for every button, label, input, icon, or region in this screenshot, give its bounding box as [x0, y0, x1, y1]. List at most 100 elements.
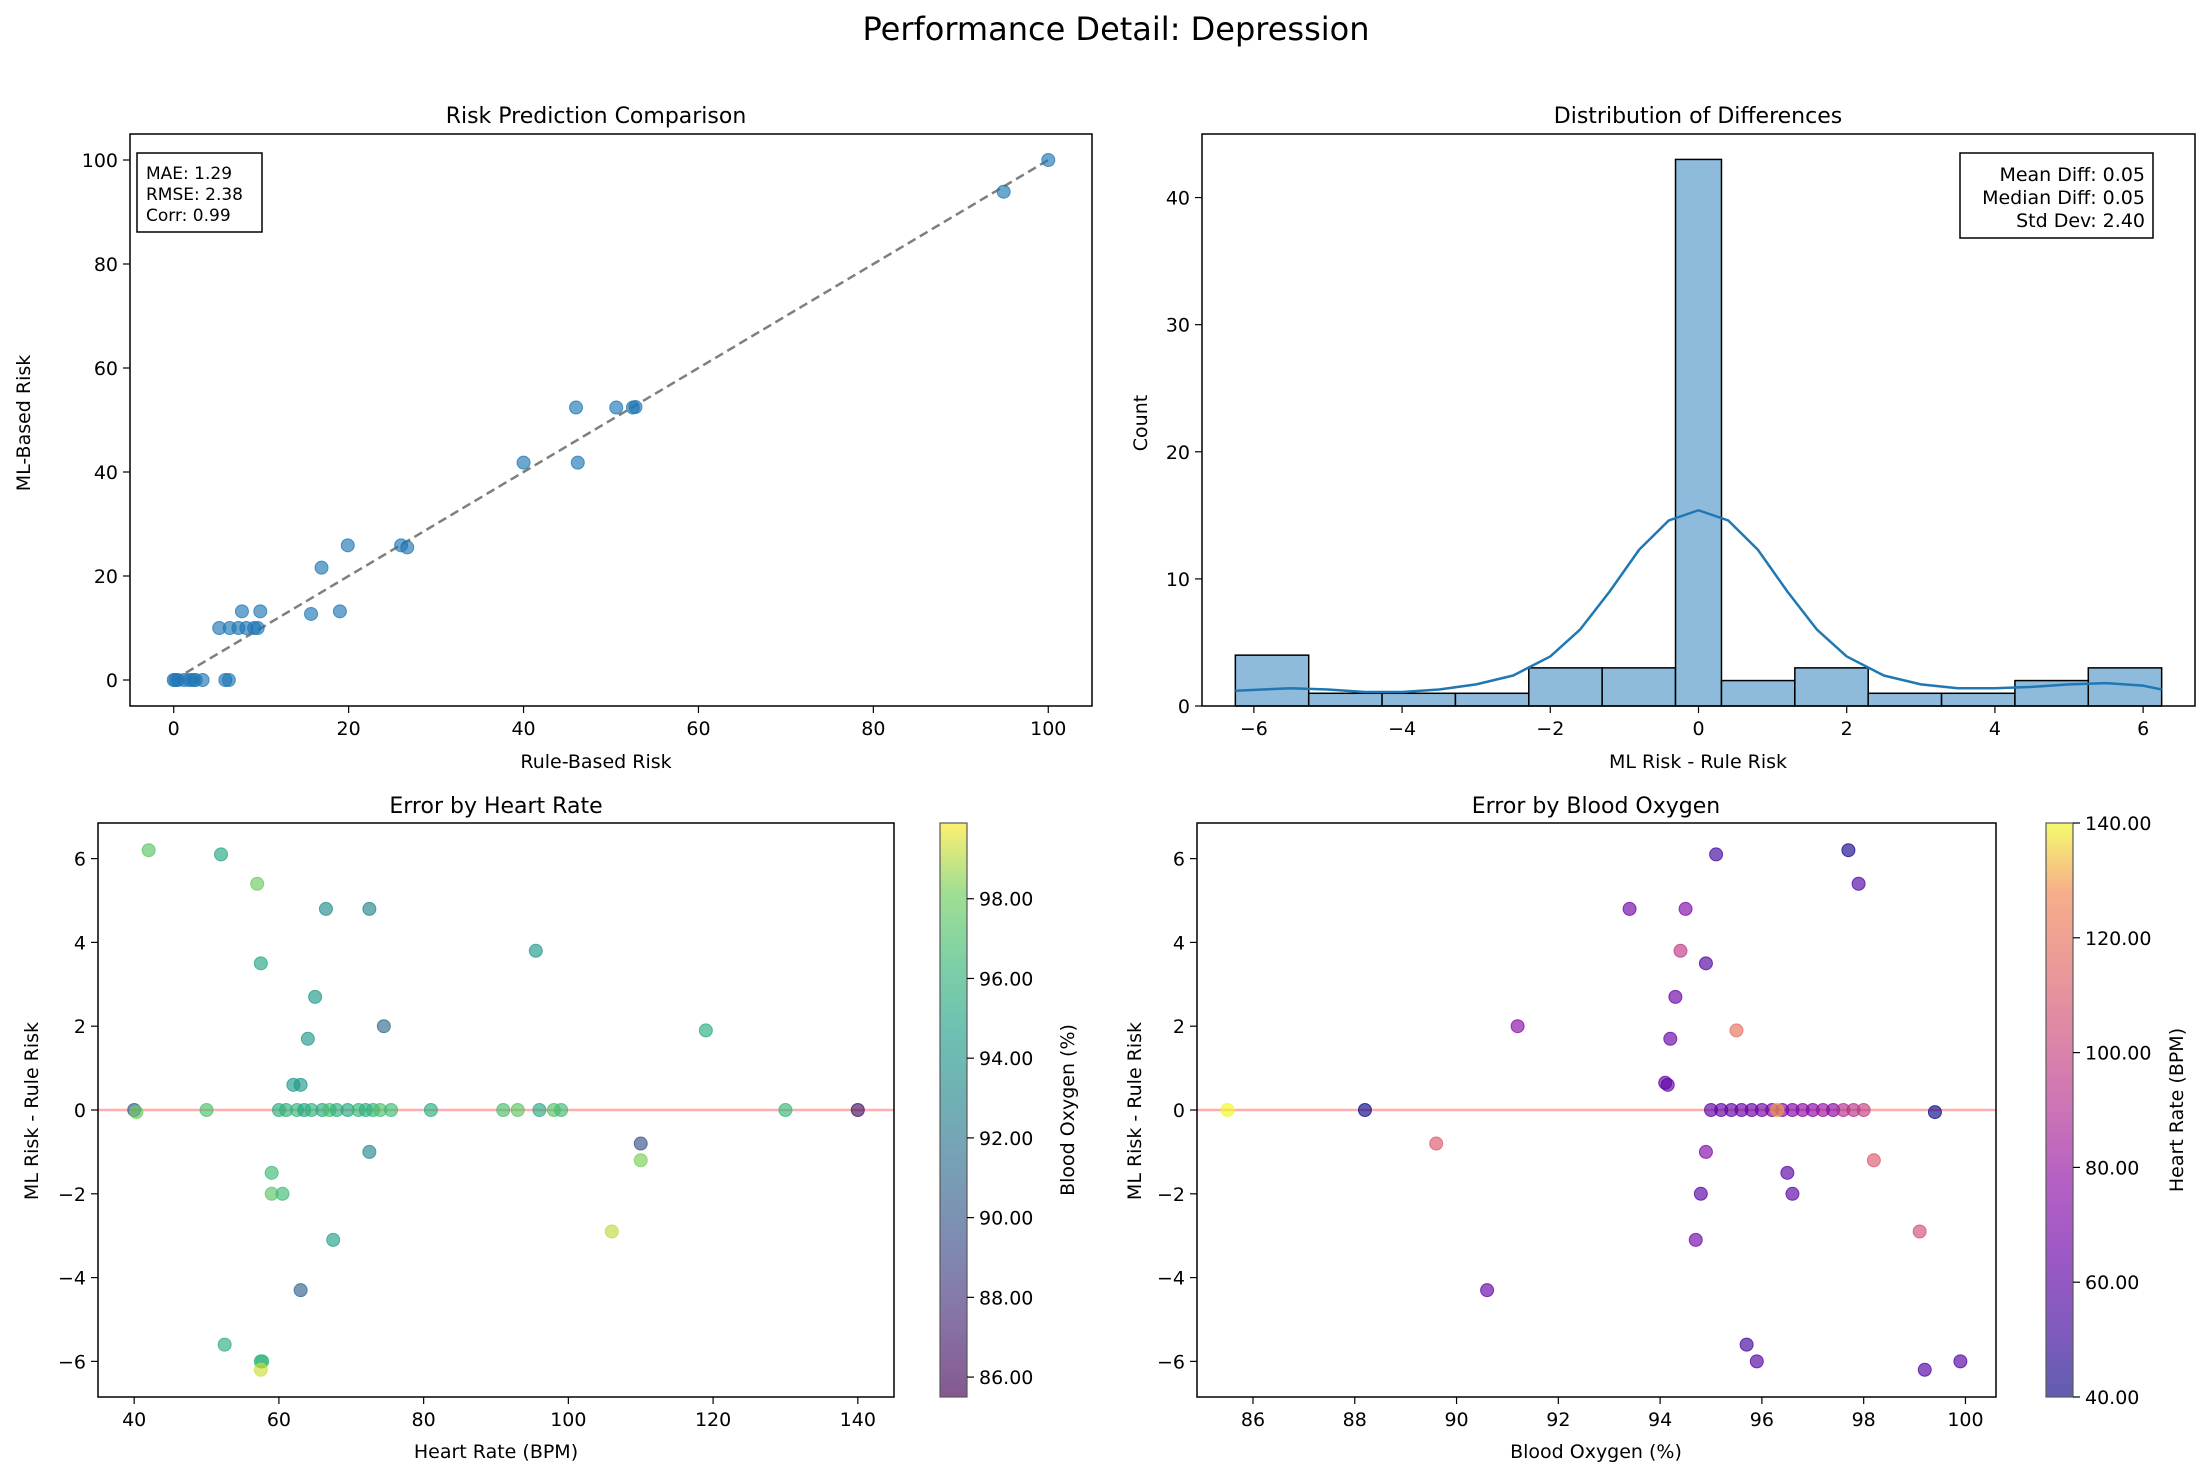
scatter-point	[1698, 956, 1713, 971]
kde-curve	[1235, 508, 2162, 694]
x-tick-label: 2	[1841, 718, 1853, 740]
scatter-point	[384, 1103, 399, 1117]
scatter-point	[340, 538, 355, 553]
panel-error-blood-oxygen: Error by Blood Oxygen 86 88 90 92 94 96 98 100 −…	[1124, 794, 2188, 1463]
scatter-point	[604, 1224, 619, 1239]
scatter-point	[1785, 1186, 1800, 1201]
scatter-point	[1866, 1153, 1881, 1168]
y-tick-label: 0	[74, 1100, 86, 1122]
scatter-point	[1510, 1019, 1525, 1034]
scatter-point	[362, 901, 377, 916]
scatter-point	[1693, 1186, 1708, 1201]
panel-difference-distribution: Distribution of Differences −6 −4 −2 0 2 4 6 0 1…	[1130, 104, 2196, 773]
x-tick-label: 80	[412, 1409, 436, 1431]
x-tick-label: 96	[1750, 1409, 1774, 1431]
x-tick-label: 100	[1947, 1409, 1983, 1431]
scatter-point	[1749, 1354, 1764, 1369]
y-tick-label: 6	[74, 849, 86, 871]
y-tick-label: 100	[82, 150, 118, 172]
y-tick-label: 2	[74, 1016, 86, 1038]
scatter-point	[1698, 1144, 1713, 1159]
x-tick-label: 40	[511, 718, 535, 740]
scatter-point	[376, 1019, 391, 1034]
scatter-point	[1660, 1077, 1675, 1092]
axes-layer: −6 −4 −2 0 2 4 6 0 10 20 30 40	[1166, 133, 2196, 740]
stats-line-std: Std Dev: 2.40	[2016, 210, 2145, 232]
x-tick-label: 100	[550, 1409, 586, 1431]
colorbar-tick-label: 98.00	[979, 889, 1033, 911]
y-tick-label: 0	[1173, 1100, 1185, 1122]
scatter-point	[1668, 989, 1683, 1004]
reference-line	[173, 158, 1049, 682]
scatter-point	[1770, 1103, 1785, 1117]
x-tick-label: 0	[1692, 718, 1704, 740]
y-tick-label: 0	[106, 670, 118, 692]
marks-layer	[98, 843, 894, 1377]
scatter-point	[778, 1103, 793, 1117]
x-axis-label: Blood Oxygen (%)	[1510, 1441, 1682, 1463]
y-tick-label: 40	[94, 462, 118, 484]
scatter-point	[362, 1144, 377, 1159]
scatter-point	[253, 956, 268, 971]
stats-line-corr: Corr: 0.99	[146, 206, 231, 226]
x-tick-label: 140	[840, 1409, 876, 1431]
stats-box: Mean Diff: 0.05 Median Diff: 0.05 Std De…	[1959, 152, 2154, 239]
scatter-point	[250, 876, 265, 891]
y-tick-label: 4	[74, 932, 86, 954]
scatter-point	[1429, 1136, 1444, 1151]
scatter-point	[300, 1031, 315, 1046]
histogram-bar	[1940, 692, 2016, 707]
scatter-point	[1041, 153, 1056, 167]
y-axis-label: ML Risk - Rule Risk	[1124, 1022, 1146, 1200]
scatter-point	[293, 1077, 308, 1092]
x-tick-label: 60	[686, 718, 710, 740]
x-tick-label: −2	[1536, 718, 1564, 740]
scatter-point	[199, 1103, 214, 1117]
histogram-bar	[1674, 158, 1723, 707]
scatter-point	[1927, 1105, 1942, 1120]
scatter-point	[304, 606, 319, 621]
y-tick-label: 20	[94, 566, 118, 588]
scatter-point	[214, 847, 229, 862]
scatter-point	[569, 400, 584, 415]
colorbar-blood-oxygen: 86.00 88.00 90.00 92.00 94.00 96.00 98.00	[939, 822, 1033, 1398]
scatter-point	[496, 1103, 511, 1117]
x-tick-label: 98	[1852, 1409, 1876, 1431]
scatter-point	[554, 1103, 569, 1117]
axes-layer: 40 60 80 100 120 140 −6 −4 −2 0 2 4 6	[58, 822, 895, 1431]
scatter-point	[326, 1232, 341, 1247]
stats-line-median: Median Diff: 0.05	[1982, 187, 2145, 209]
x-tick-label: 120	[695, 1409, 731, 1431]
y-tick-label: 4	[1173, 932, 1185, 954]
y-tick-label: 60	[94, 358, 118, 380]
y-tick-label: −4	[58, 1268, 86, 1290]
y-tick-label: −6	[58, 1351, 86, 1373]
x-tick-label: 4	[1989, 718, 2001, 740]
scatter-point	[1953, 1354, 1968, 1369]
histogram-bar	[1454, 692, 1530, 707]
histogram-bar	[1867, 692, 1943, 707]
scatter-point	[1673, 943, 1688, 958]
x-tick-label: 60	[267, 1409, 291, 1431]
scatter-point	[264, 1165, 279, 1180]
x-tick-label: 40	[122, 1409, 146, 1431]
colorbar-tick-label: 92.00	[979, 1128, 1033, 1150]
colorbar-label: Heart Rate (BPM)	[2166, 1028, 2188, 1192]
scatter-point	[698, 1023, 713, 1038]
marks-layer	[1197, 843, 1996, 1377]
scatter-point	[570, 455, 585, 470]
colorbar-tick-label: 88.00	[979, 1287, 1033, 1309]
y-tick-label: 40	[1166, 188, 1190, 210]
scatter-point	[996, 184, 1011, 199]
scatter-point	[516, 455, 531, 470]
scatter-point	[293, 1283, 308, 1298]
panel-title: Error by Blood Oxygen	[1472, 794, 1720, 819]
y-tick-label: 20	[1166, 442, 1190, 464]
x-tick-label: 100	[1030, 718, 1066, 740]
y-tick-label: 2	[1173, 1016, 1185, 1038]
scatter-point	[1622, 901, 1637, 916]
scatter-point	[1357, 1103, 1372, 1117]
x-tick-label: 6	[2137, 718, 2149, 740]
axes-layer: 0 20 40 60 80 100 0 20 40 60 80 100	[82, 133, 1093, 740]
scatter-point	[250, 621, 265, 635]
